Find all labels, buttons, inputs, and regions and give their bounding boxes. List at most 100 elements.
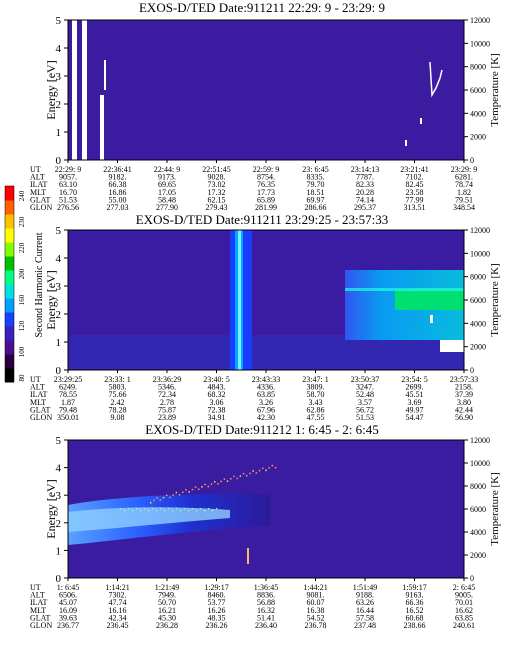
table-cell: 23:29: 9 xyxy=(451,165,477,174)
table-row-label: UT xyxy=(30,165,41,174)
panel-3-dot xyxy=(182,491,184,493)
table-cell: 70.01 xyxy=(455,598,473,607)
table-cell: 63.85 xyxy=(455,613,473,622)
table-cell: 23:57:33 xyxy=(450,375,478,384)
y2-axis-label: Temperature [K] xyxy=(489,472,501,545)
table-cell: 1:44:21 xyxy=(303,583,327,592)
panel-3-dot xyxy=(258,469,261,472)
table-cell: 350.01 xyxy=(57,413,79,422)
table-cell: 47.55 xyxy=(307,413,325,422)
table-row-label: GLAT xyxy=(30,613,51,622)
table-cell: 277.90 xyxy=(156,203,178,212)
table-cell: 2.42 xyxy=(111,398,125,407)
table-cell: 9173. xyxy=(158,173,176,182)
colorbar-tick-label: 160 xyxy=(18,294,26,305)
colorbar-swatch xyxy=(5,354,14,369)
panel-1-trace xyxy=(429,61,443,98)
table-cell: 240.61 xyxy=(453,621,475,630)
table-cell: 45.51 xyxy=(406,390,424,399)
table-cell: 77.99 xyxy=(406,195,424,204)
y2-tick-label: 2000 xyxy=(470,133,486,142)
table-cell: 4843. xyxy=(208,383,226,392)
table-cell: 62.86 xyxy=(307,405,325,414)
table-cell: 65.89 xyxy=(257,195,275,204)
colorbar-swatch xyxy=(5,242,14,257)
table-cell: 23:40: 5 xyxy=(203,375,229,384)
table-cell: 75.66 xyxy=(109,390,127,399)
y2-tick-label: 10000 xyxy=(470,39,490,48)
panel-1-title: EXOS-D/TED Date:911211 22:29: 9 - 23:29:… xyxy=(139,0,385,15)
table-cell: 60.68 xyxy=(406,613,424,622)
table-cell: 54.47 xyxy=(406,413,424,422)
colorbar: 240 230 220 200 160 120 100 80 Second Harmonic … xyxy=(4,185,45,383)
table-cell: 237.48 xyxy=(354,621,376,630)
panel-3-dot xyxy=(196,510,198,512)
table-cell: 236.26 xyxy=(206,621,228,630)
table-cell: 276.56 xyxy=(57,203,79,212)
table-cell: 22:36:41 xyxy=(103,165,131,174)
table-cell: 54.52 xyxy=(307,613,325,622)
table-cell: 8836. xyxy=(257,591,275,600)
table-cell: 50.70 xyxy=(158,598,176,607)
table-cell: 23.58 xyxy=(406,188,424,197)
panel-1-spot xyxy=(420,118,422,124)
panel-1: EXOS-D/TED Date:911211 22:29: 9 - 23:29:… xyxy=(30,0,501,212)
panel-3-dot xyxy=(239,475,242,477)
y-tick-label: 0 xyxy=(56,155,62,167)
table-cell: 3.69 xyxy=(408,398,422,407)
table-cell: 8754. xyxy=(257,173,275,182)
table-cell: 7102. xyxy=(406,173,424,182)
table-cell: 68.32 xyxy=(208,390,226,399)
y2-tick-label: 10000 xyxy=(470,459,490,468)
panel-3-dot xyxy=(210,483,213,485)
table-cell: 5803. xyxy=(109,383,127,392)
colorbar-tick-label: 80 xyxy=(18,374,26,382)
y2-tick-label: 6000 xyxy=(470,505,486,514)
table-cell: 17.05 xyxy=(158,188,176,197)
table-cell: 23:43:33 xyxy=(252,375,280,384)
table-cell: 9057. xyxy=(59,173,77,182)
table-row-label: ILAT xyxy=(30,598,47,607)
panel-3-dot xyxy=(124,510,126,512)
panel-3-dot xyxy=(262,467,264,469)
panel-3-dot xyxy=(274,466,277,469)
colorbar-tick-label: 200 xyxy=(18,268,26,279)
y-tick-label: 3 xyxy=(56,281,62,293)
colorbar-swatch xyxy=(5,284,14,299)
table-cell: 63.10 xyxy=(59,180,77,189)
table-cell: 277.03 xyxy=(107,203,129,212)
panel-3-dot xyxy=(162,496,165,499)
panel-2-white-2 xyxy=(430,315,433,323)
y2-tick-label: 6000 xyxy=(470,296,486,305)
panel-3-dot xyxy=(252,470,254,472)
table-cell: 42.44 xyxy=(455,405,473,414)
table-cell: 62.15 xyxy=(208,195,226,204)
y-tick-label: 5 xyxy=(56,225,62,237)
panel-3-dot xyxy=(230,478,232,480)
table-cell: 51.41 xyxy=(257,613,275,622)
table-cell: 18.51 xyxy=(307,188,325,197)
table-row-label: MLT xyxy=(30,398,46,407)
colorbar-swatch xyxy=(5,326,14,341)
panel-3-dot xyxy=(166,494,168,496)
table-cell: 69.65 xyxy=(158,180,176,189)
table-cell: 53.77 xyxy=(208,598,226,607)
panel-3-dot xyxy=(175,491,178,494)
y-tick-label: 5 xyxy=(56,15,62,27)
table-cell: 16.32 xyxy=(257,606,275,615)
panel-3-dot xyxy=(180,510,182,512)
panel-3-dot xyxy=(120,508,122,510)
panel-3-dot xyxy=(268,467,270,469)
y2-tick-label: 12000 xyxy=(470,16,490,25)
table-cell: 23:29:25 xyxy=(54,375,82,384)
panel-3-dot xyxy=(191,488,194,491)
table-cell: 39.63 xyxy=(59,613,77,622)
table-cell: 52.48 xyxy=(356,390,374,399)
table-cell: 57.58 xyxy=(356,613,374,622)
table-cell: 34.91 xyxy=(208,413,226,422)
table-cell: 22:51:45 xyxy=(202,165,230,174)
panel-3-band-core xyxy=(68,507,230,532)
colorbar-tick-label: 240 xyxy=(18,190,26,201)
y-axis-label: Energy [eV] xyxy=(44,270,58,329)
y2-tick-label: 10000 xyxy=(470,249,490,258)
